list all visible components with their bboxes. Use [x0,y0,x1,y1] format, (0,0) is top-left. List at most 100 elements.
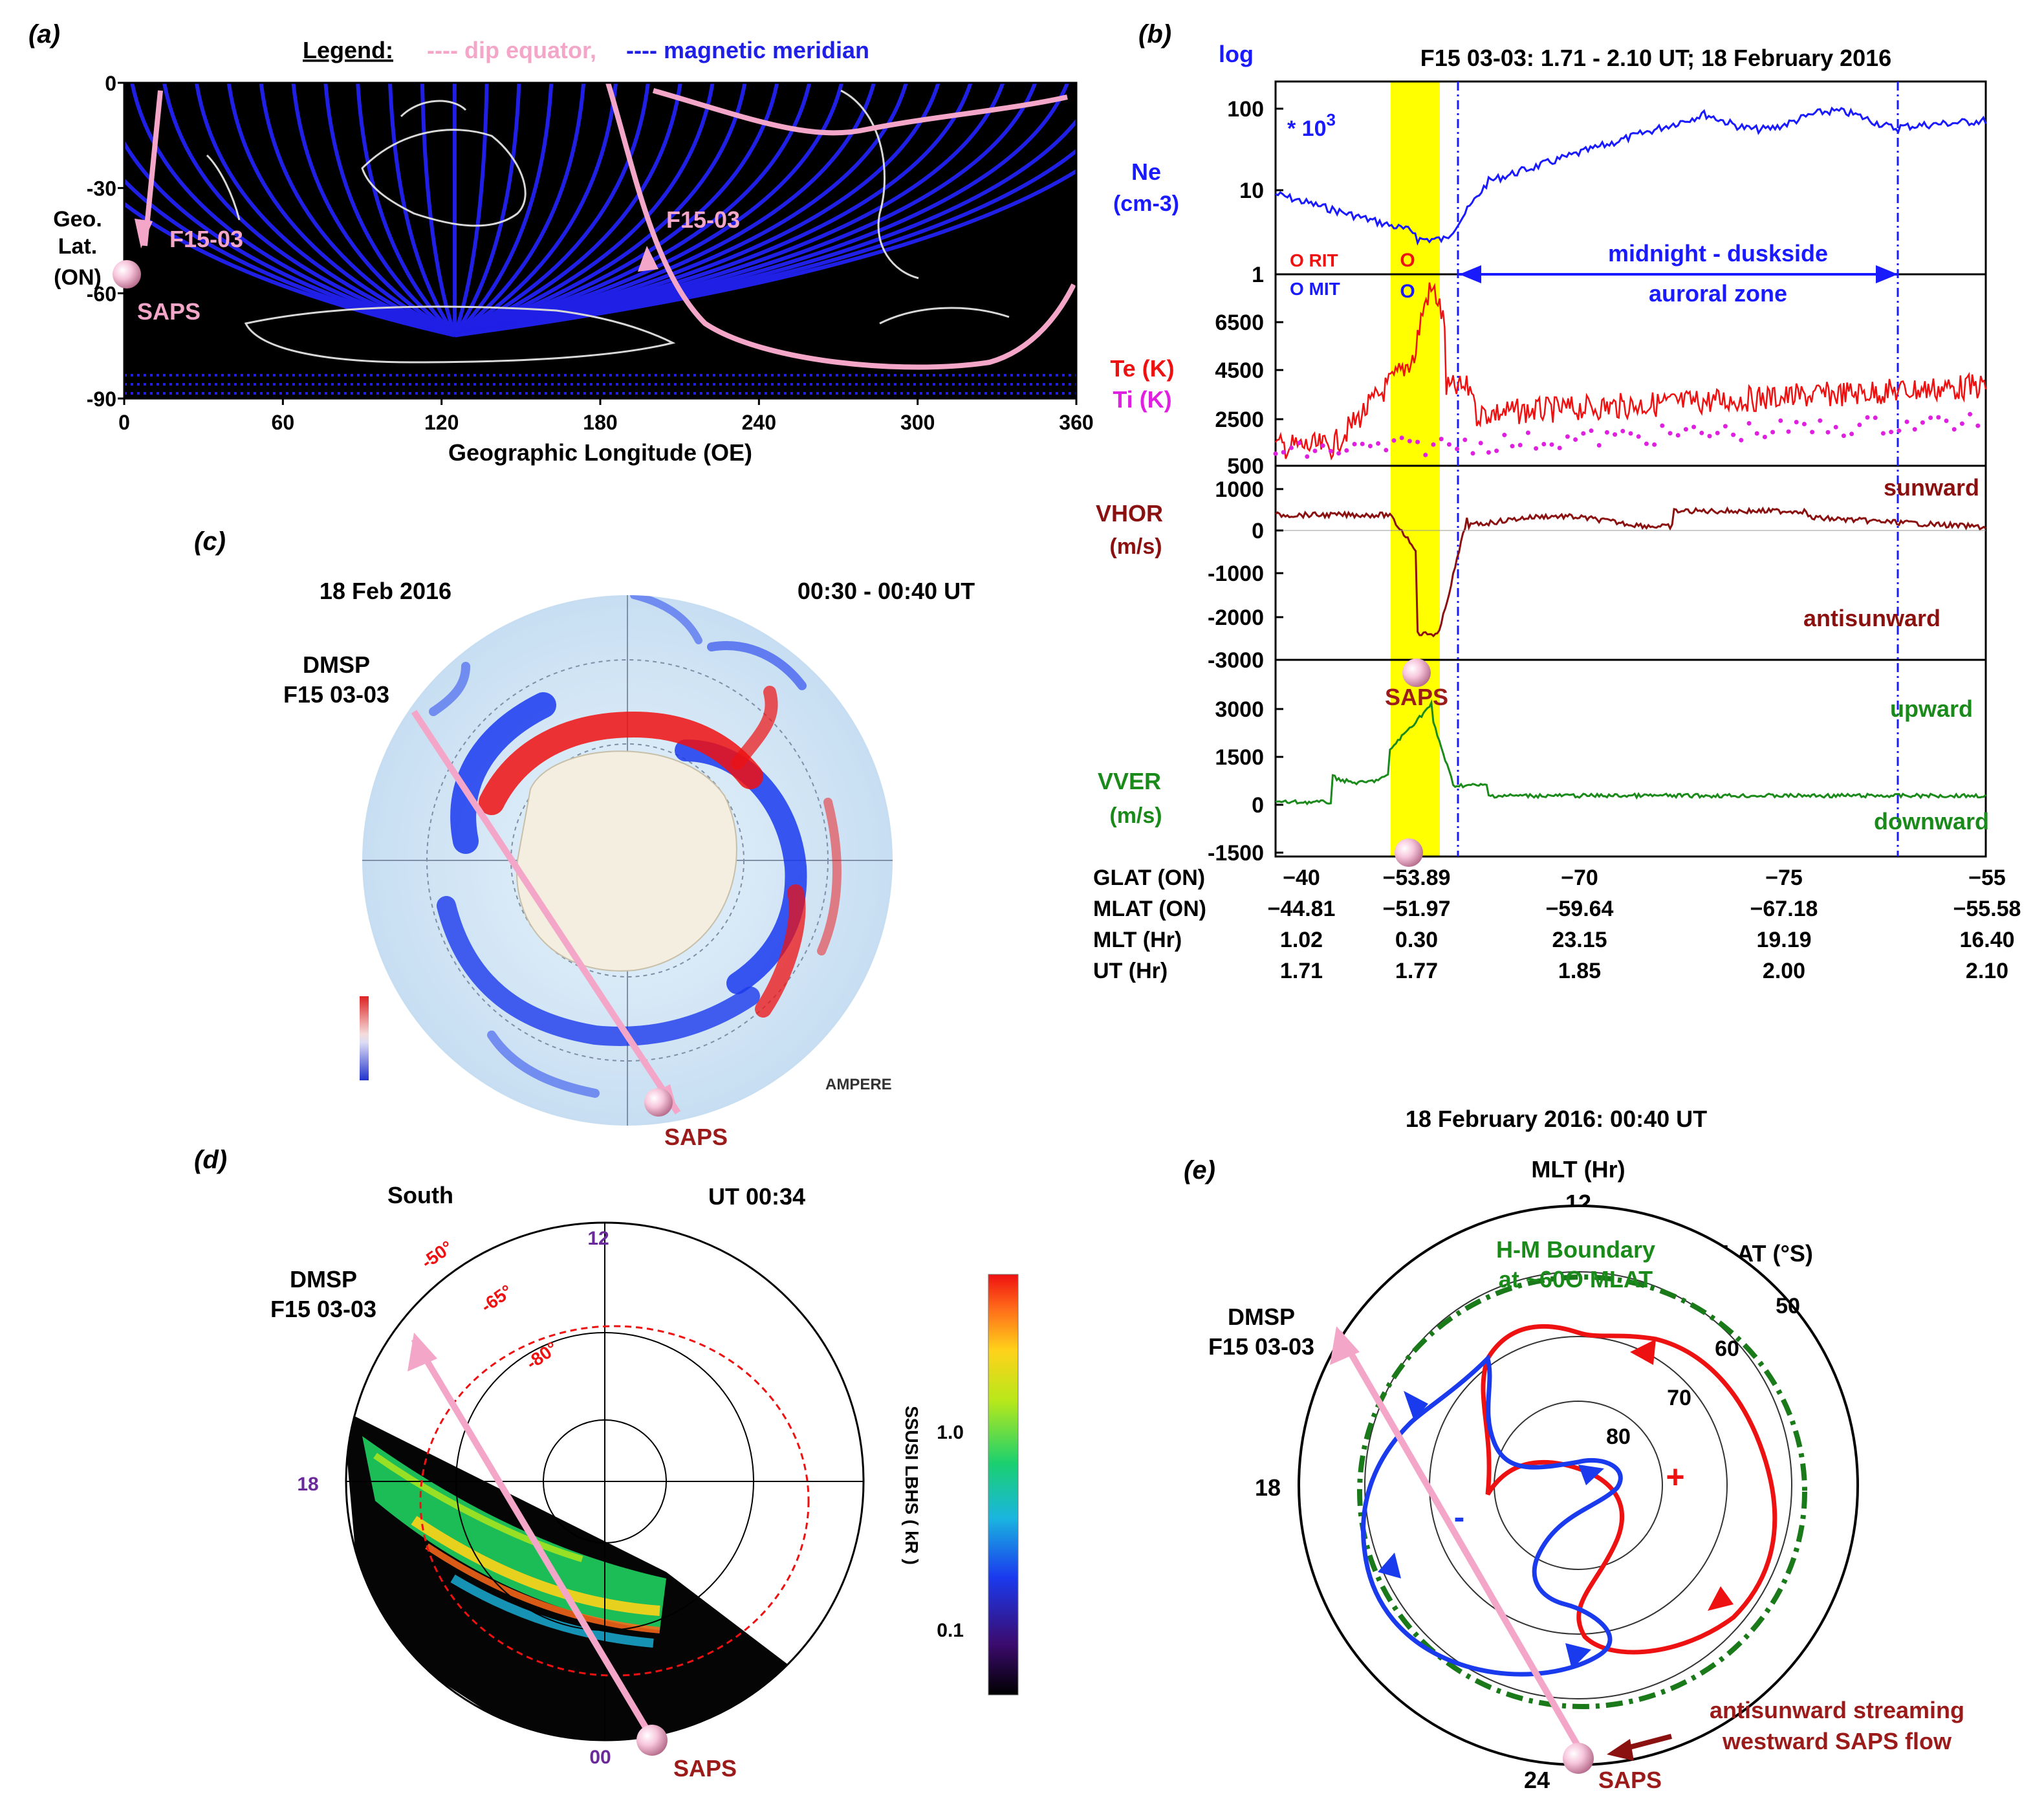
hm-boundary-curve [1357,1274,1807,1709]
ne-unit: (cm-3) [1113,191,1179,216]
panel-c-tag: (c) [194,527,226,556]
track-c [411,710,681,1115]
magnetic-meridian-line [291,83,456,337]
ti-point [1541,442,1547,446]
ti-point [1920,420,1925,425]
ti-point [1423,452,1428,457]
ti-point [1975,423,1981,428]
mlat-60: 60 [1715,1337,1739,1361]
table-cell: 1.02 [1280,928,1323,952]
tick-label-temp: 2500 [1215,408,1264,432]
ti-point [1446,442,1451,447]
table-cell: −67.18 [1750,897,1818,921]
saps-marker-a [113,260,141,289]
x-axis-label: Geographic Longitude (OE) [448,439,752,466]
hm-label-2: at ~60O MLAT [1499,1266,1653,1293]
ti-point [1968,411,1973,417]
ti-point [1455,446,1460,452]
ti-point [1810,430,1815,435]
table-cell: 0.30 [1395,928,1438,952]
ti-point [1525,430,1530,435]
track-label-right: F15-03 [666,206,740,233]
te-series [1274,282,1987,461]
x-tick-label: 0 [118,411,130,434]
legend-dip-equator: ---- dip equator, [427,37,596,63]
ampere-logo: AMPERE [825,1076,892,1093]
ti-point [1431,442,1436,447]
coastline [840,89,919,279]
cbar-tick-1: 1.0 [937,1422,964,1443]
track-a-left-arrow [135,219,153,248]
vver-unit: (m/s) [1109,803,1162,828]
tick-label-vhor: 0 [1252,519,1264,543]
vver-label: VVER [1098,768,1161,794]
downward-label: downward [1874,808,1989,835]
table-cell: −75 [1765,866,1803,890]
ylabel-line-3: (ON) [54,265,102,290]
saps-marker-b-lower [1395,838,1423,867]
panel-e-title: 18 February 2016: 00:40 UT [1406,1106,1707,1132]
ti-point [1288,445,1294,450]
ti-point [1352,442,1357,446]
track-d-arrow [408,1333,437,1371]
mlt-label-e: MLT (Hr) [1531,1156,1625,1183]
ti-point [1581,431,1586,436]
track-a-left [142,90,163,246]
legend-magnetic-meridian: ---- magnetic meridian [626,37,869,63]
ti-point [1360,441,1365,446]
ti-point [1376,441,1381,446]
blue-flow-arrow-4 [1578,1465,1604,1485]
magnetic-meridian-line [162,83,456,338]
panel-e-sat-line-1: DMSP [1228,1304,1295,1330]
ti-point [1801,422,1807,426]
panel-b: (b) F15 03-03: 1.71 - 2.10 UT; 18 Februa… [1093,20,2021,983]
dawn-convection-cell [1361,1354,1623,1677]
ti-point [1613,432,1618,437]
panel-a: (a) Legend: ---- dip equator, ---- magne… [28,20,1094,466]
panel-e-sat-line-2: F15 03-03 [1208,1333,1314,1360]
track-e [1336,1331,1582,1749]
ti-point [1857,422,1862,428]
tick-label-vhor: -3000 [1208,648,1264,673]
panel-b-title: F15 03-03: 1.71 - 2.10 UT; 18 February 2… [1420,45,1891,71]
upward-label: upward [1890,695,1973,722]
panel-c-sat-line-1: DMSP [303,651,370,678]
ti-point [1897,428,1902,433]
sunward-label: sunward [1884,474,1979,501]
ti-point [1462,437,1468,442]
ti-point [1494,448,1499,453]
magnetic-meridian-line [453,83,489,336]
saps-label-c: SAPS [664,1124,728,1150]
ti-point [1549,442,1554,447]
ti-point [1865,415,1870,420]
ti-point [1691,424,1697,430]
y-tick-labels: 0 -30 -60 -90 [87,72,124,411]
ssusi-color-bar [988,1274,1019,1696]
ti-point [1336,451,1342,456]
rit-marker: O [1400,250,1415,271]
ti-point [1297,441,1302,446]
ti-point [1628,431,1633,436]
x-tick-label: 120 [424,411,459,434]
tick-label-ne: 1 [1252,263,1264,287]
y-tick-label: -90 [87,387,116,411]
ti-point [1534,446,1539,451]
antisunward-streaming-label: antisunward streaming [1710,1697,1964,1723]
blue-flow-arrow-2 [1378,1553,1401,1578]
magnetic-meridian-line [453,83,650,338]
ti-point [1565,434,1570,439]
tick-label-temp: 4500 [1215,358,1264,383]
ti-point [1596,442,1602,448]
ti-point [1660,423,1665,428]
tick-label-vver: 1500 [1215,745,1264,770]
ti-point [1912,427,1917,432]
saps-label-b: SAPS [1385,684,1448,710]
ti-point [1723,424,1728,429]
x-tick-labels: 0 60 120 180 240 300 360 [118,398,1094,434]
panel-d-sat-line-1: DMSP [290,1266,357,1293]
ti-point [1273,451,1278,456]
ti-point [1770,430,1776,435]
ti-point [1936,415,1941,420]
table-row-label: MLT (Hr) [1093,928,1182,952]
